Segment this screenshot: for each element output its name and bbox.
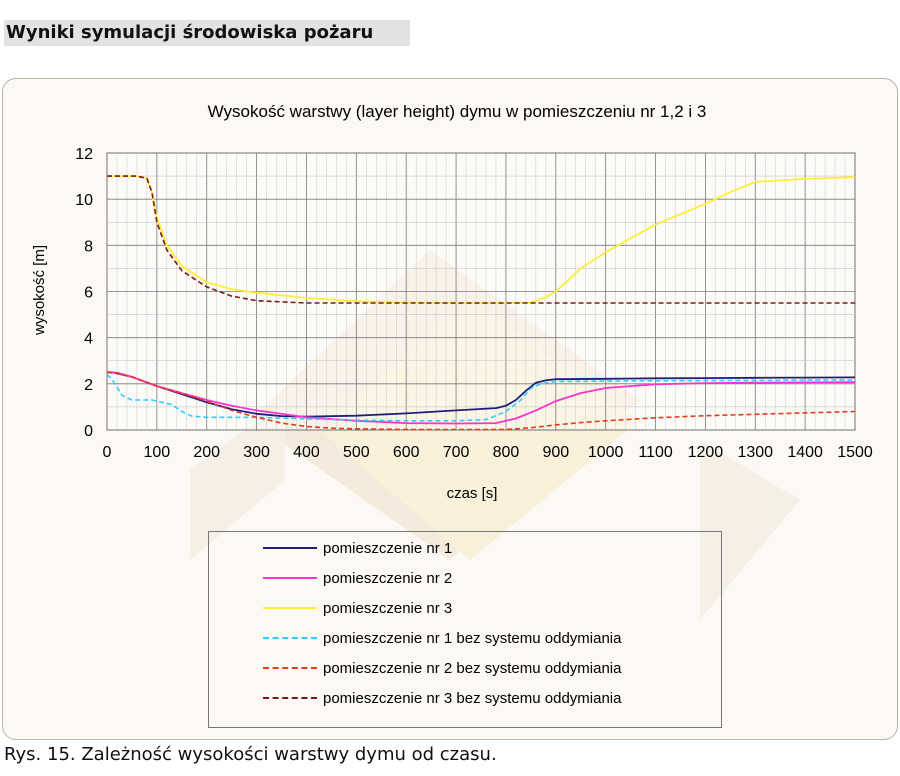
series-line-3 [107, 175, 856, 304]
legend-swatch [263, 637, 317, 639]
legend-label: pomieszczenie nr 3 bez systemu oddymiani… [323, 689, 622, 707]
x-tick-label: 900 [542, 444, 569, 461]
legend: pomieszczenie nr 1 pomieszczenie nr 2 pomi… [208, 531, 722, 728]
series-line-2 [106, 371, 856, 425]
y-tick-label: 10 [75, 192, 93, 209]
legend-swatch [263, 607, 317, 609]
y-tick-label: 6 [84, 285, 93, 302]
series-line-6 [107, 175, 855, 304]
legend-label: pomieszczenie nr 2 bez systemu oddymiani… [323, 659, 622, 677]
x-tick-label: 1300 [737, 444, 773, 461]
legend-label: pomieszczenie nr 3 [323, 599, 453, 617]
x-tick-label: 1400 [787, 444, 823, 461]
series-layer [106, 175, 856, 431]
section-heading: Wyniki symulacji środowiska pożaru [4, 20, 410, 46]
tick-labels: 0 100 200 300 400 500 600 700 800 900 1000 1100 1200… [75, 146, 873, 461]
x-tick-label: 1100 [638, 444, 673, 461]
series-line-1 [107, 371, 856, 418]
legend-swatch [263, 697, 317, 699]
x-tick-label: 100 [144, 444, 171, 461]
legend-swatch [263, 577, 317, 579]
legend-label: pomieszczenie nr 1 [323, 539, 453, 557]
legend-swatch [263, 667, 317, 669]
figure-caption: Rys. 15. Zależność wysokości warstwy dym… [4, 744, 497, 765]
legend-item: pomieszczenie nr 3 [263, 598, 452, 618]
x-tick-label: 500 [343, 444, 370, 461]
y-tick-label: 8 [84, 238, 93, 255]
x-tick-label: 600 [393, 444, 420, 461]
y-axis-label: wysokość [m] [31, 245, 48, 336]
legend-swatch [263, 547, 317, 549]
y-tick-label: 2 [84, 377, 93, 394]
legend-item: pomieszczenie nr 1 [263, 538, 452, 558]
x-tick-label: 1200 [688, 444, 724, 461]
x-tick-label: 200 [193, 444, 220, 461]
series-line-4 [106, 374, 856, 422]
x-tick-label: 1000 [588, 444, 624, 461]
x-axis-label: czas [s] [447, 485, 498, 502]
legend-label: pomieszczenie nr 1 bez systemu oddymiani… [323, 629, 622, 647]
x-tick-label: 1500 [837, 444, 873, 461]
legend-item: pomieszczenie nr 2 [263, 568, 452, 588]
x-tick-label: 300 [243, 444, 270, 461]
legend-item: pomieszczenie nr 2 bez systemu oddymiani… [263, 658, 621, 678]
legend-item: pomieszczenie nr 3 bez systemu oddymiani… [263, 688, 621, 708]
legend-label: pomieszczenie nr 2 [323, 569, 453, 587]
y-tick-label: 12 [75, 146, 93, 163]
x-tick-label: 400 [293, 444, 320, 461]
x-tick-label: 0 [103, 444, 112, 461]
series-line-5 [106, 371, 856, 431]
y-tick-label: 4 [84, 331, 93, 348]
y-tick-label: 0 [84, 423, 93, 440]
x-tick-label: 700 [443, 444, 470, 461]
legend-item: pomieszczenie nr 1 bez systemu oddymiani… [263, 628, 621, 648]
x-tick-label: 800 [493, 444, 520, 461]
chart-title: Wysokość warstwy (layer height) dymu w p… [208, 102, 707, 121]
